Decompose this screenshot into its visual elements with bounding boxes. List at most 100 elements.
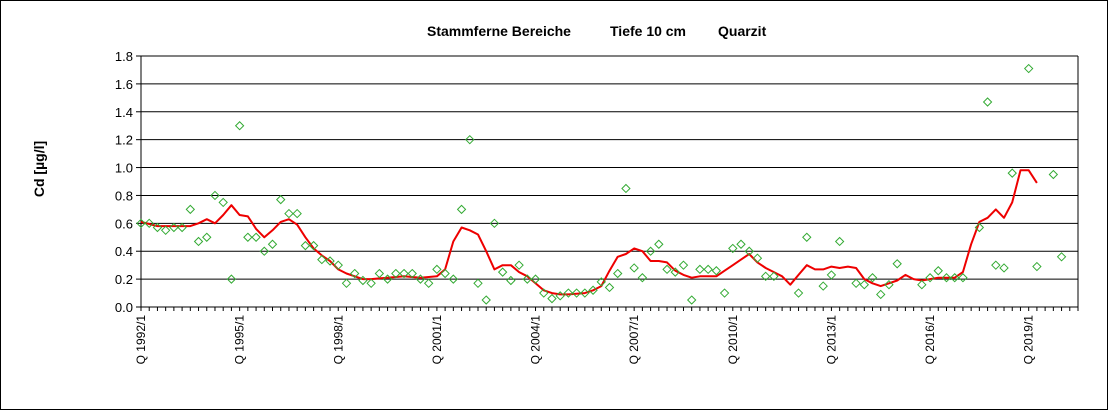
data-point-marker bbox=[210, 190, 220, 201]
data-point-marker bbox=[506, 275, 516, 286]
data-point-marker bbox=[834, 236, 845, 247]
y-tick-label: 1.8 bbox=[115, 49, 133, 64]
data-point-marker bbox=[415, 274, 426, 284]
data-point-marker bbox=[892, 259, 902, 269]
data-point-marker bbox=[678, 260, 689, 270]
data-point-marker bbox=[218, 197, 228, 208]
data-point-marker bbox=[580, 288, 590, 298]
data-point-marker bbox=[563, 288, 574, 298]
data-point-marker bbox=[547, 293, 557, 304]
data-point-marker bbox=[571, 288, 582, 298]
data-point-marker bbox=[267, 239, 278, 249]
x-tick-label: Q 1992/1 bbox=[134, 315, 148, 365]
data-point-marker bbox=[325, 256, 335, 266]
data-point-marker bbox=[539, 288, 549, 298]
data-point-marker bbox=[276, 194, 286, 205]
y-tick-label: 0.0 bbox=[115, 300, 133, 315]
y-axis-label: Cd [µg/l] bbox=[31, 141, 47, 197]
data-point-marker bbox=[514, 260, 524, 270]
data-point-marker bbox=[1048, 169, 1059, 180]
data-point-marker bbox=[851, 278, 861, 289]
data-point-marker bbox=[448, 274, 459, 284]
data-point-marker bbox=[818, 281, 828, 291]
data-point-marker bbox=[736, 239, 746, 249]
data-point-marker bbox=[1023, 63, 1034, 74]
data-point-marker bbox=[407, 268, 417, 279]
series-points-group bbox=[136, 63, 1067, 305]
data-point-marker bbox=[752, 253, 763, 263]
data-point-marker bbox=[604, 282, 615, 293]
data-point-marker bbox=[884, 279, 894, 290]
data-point-marker bbox=[925, 273, 935, 283]
data-point-marker bbox=[711, 266, 722, 276]
x-axis-ticks: Q 1992/1 Q 1995/1 Q 1998/1 Q 2001/1 Q 2004/1… bbox=[134, 307, 1079, 365]
data-point-marker bbox=[867, 273, 878, 283]
data-point-marker bbox=[284, 208, 294, 219]
data-point-marker bbox=[876, 289, 886, 300]
data-point-marker bbox=[432, 264, 442, 275]
data-point-marker bbox=[645, 246, 656, 256]
y-tick-label: 1.0 bbox=[115, 161, 133, 176]
data-point-marker bbox=[596, 277, 606, 287]
data-point-marker bbox=[974, 222, 985, 233]
data-point-marker bbox=[802, 232, 812, 242]
data-point-marker bbox=[917, 279, 927, 290]
x-tick-label: Q 1998/1 bbox=[331, 315, 345, 365]
data-point-marker bbox=[793, 288, 804, 298]
data-point-marker bbox=[473, 278, 483, 289]
data-point-marker bbox=[292, 208, 302, 219]
data-point-marker bbox=[333, 260, 343, 270]
y-tick-label: 0.6 bbox=[115, 216, 133, 231]
x-tick-label: Q 2010/1 bbox=[726, 315, 740, 365]
data-point-marker bbox=[670, 267, 680, 277]
data-point-marker bbox=[719, 288, 730, 298]
data-point-marker bbox=[555, 291, 565, 301]
data-point-marker bbox=[703, 264, 713, 275]
data-point-marker bbox=[686, 295, 697, 305]
x-tick-label: Q 2016/1 bbox=[923, 315, 937, 365]
data-point-marker bbox=[251, 232, 261, 242]
x-tick-label: Q 2019/1 bbox=[1022, 315, 1036, 365]
data-point-marker bbox=[982, 97, 993, 107]
data-point-marker bbox=[440, 268, 450, 279]
data-point-marker bbox=[152, 222, 163, 233]
data-point-marker bbox=[308, 240, 319, 251]
data-point-marker bbox=[423, 278, 434, 289]
y-tick-label: 1.2 bbox=[115, 133, 133, 148]
data-point-marker bbox=[144, 218, 154, 229]
data-point-marker bbox=[999, 263, 1009, 273]
y-tick-label: 1.4 bbox=[115, 105, 133, 120]
data-point-marker bbox=[259, 246, 269, 256]
data-point-marker bbox=[243, 232, 253, 242]
x-tick-label: Q 2001/1 bbox=[430, 315, 444, 365]
y-tick-label: 0.4 bbox=[115, 244, 133, 259]
data-point-marker bbox=[933, 266, 943, 276]
data-point-marker bbox=[654, 239, 664, 249]
data-point-marker bbox=[169, 222, 179, 233]
data-point-marker bbox=[391, 268, 401, 279]
data-point-marker bbox=[234, 121, 245, 131]
data-point-marker bbox=[637, 273, 648, 283]
x-tick-label: Q 2007/1 bbox=[627, 315, 641, 365]
data-point-marker bbox=[769, 271, 779, 282]
x-tick-label: Q 2013/1 bbox=[824, 315, 838, 365]
data-point-marker bbox=[588, 285, 598, 295]
data-point-marker bbox=[193, 236, 204, 247]
data-point-marker bbox=[341, 278, 352, 289]
data-point-marker bbox=[662, 264, 672, 275]
y-tick-label: 0.2 bbox=[115, 272, 133, 287]
chart-title-part-2: Tiefe 10 cm bbox=[610, 23, 686, 39]
y-tick-label: 0.8 bbox=[115, 188, 133, 203]
data-point-marker bbox=[695, 264, 705, 275]
chart-title-part-3: Quarzit bbox=[718, 23, 767, 39]
data-point-marker bbox=[530, 274, 541, 284]
data-point-marker bbox=[300, 240, 311, 251]
data-point-marker bbox=[950, 273, 960, 283]
data-point-marker bbox=[160, 225, 171, 236]
data-point-marker bbox=[349, 268, 360, 279]
data-point-marker bbox=[497, 267, 508, 277]
data-point-marker bbox=[991, 260, 1001, 270]
data-point-marker bbox=[399, 268, 409, 279]
